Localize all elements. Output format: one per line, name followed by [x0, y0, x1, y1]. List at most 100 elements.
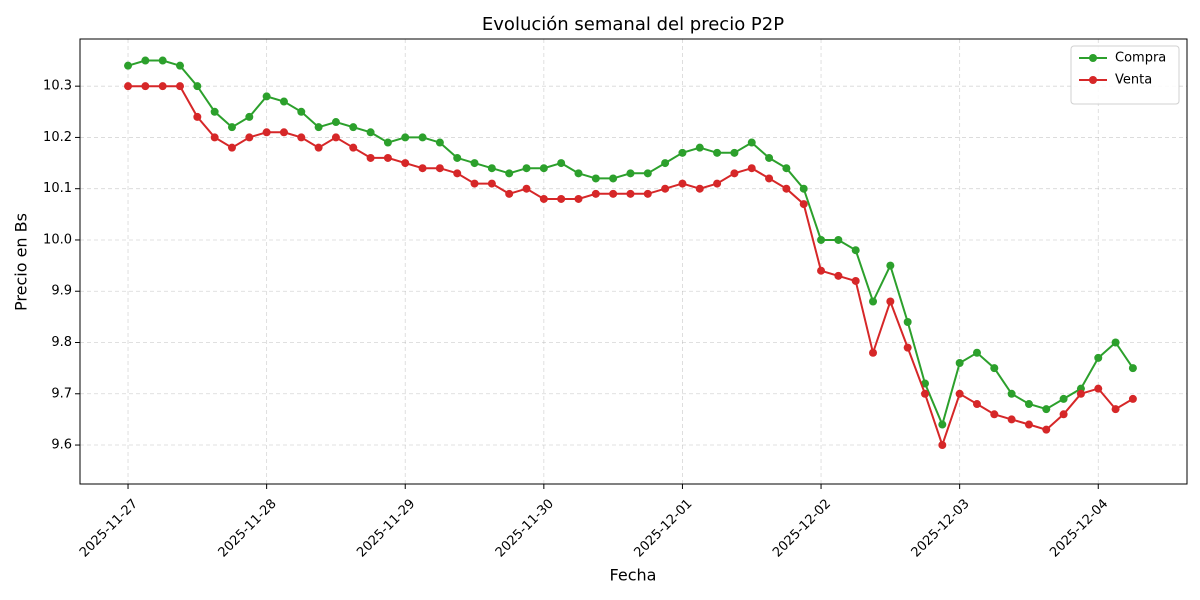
data-point	[470, 179, 479, 188]
data-point	[539, 194, 548, 203]
data-point	[817, 235, 826, 244]
data-point	[886, 297, 895, 306]
data-point	[1076, 389, 1085, 398]
data-point	[453, 153, 462, 162]
data-point	[834, 235, 843, 244]
data-point	[314, 123, 323, 132]
data-point	[921, 389, 930, 398]
data-point	[1111, 405, 1120, 414]
data-point	[418, 133, 427, 142]
y-tick-label: 10.0	[43, 232, 72, 247]
data-point	[730, 169, 739, 178]
x-tick-label: 2025-11-28	[216, 496, 280, 560]
data-point	[747, 164, 756, 173]
data-point	[158, 82, 167, 91]
data-point	[331, 133, 340, 142]
data-point	[176, 61, 185, 70]
data-point	[522, 164, 531, 173]
data-point	[557, 194, 566, 203]
x-tick-label: 2025-11-27	[77, 496, 141, 560]
data-point	[1128, 364, 1137, 373]
data-point	[817, 266, 826, 275]
data-point	[903, 317, 912, 326]
data-point	[245, 112, 254, 121]
data-point	[505, 169, 514, 178]
data-point	[487, 179, 496, 188]
data-point	[643, 189, 652, 198]
data-point	[297, 133, 306, 142]
data-point	[1059, 394, 1068, 403]
data-point	[609, 174, 618, 183]
x-tick-label: 2025-12-02	[770, 496, 834, 560]
data-point	[626, 189, 635, 198]
data-point	[972, 400, 981, 409]
data-point	[782, 164, 791, 173]
data-point	[1059, 410, 1068, 419]
data-point	[331, 118, 340, 127]
data-point	[383, 138, 392, 147]
data-point	[591, 174, 600, 183]
data-point	[1042, 425, 1051, 434]
data-point	[297, 107, 306, 116]
data-point	[903, 343, 912, 352]
y-tick-label: 10.3	[43, 79, 72, 94]
data-point	[210, 133, 219, 142]
data-point	[435, 164, 444, 173]
data-point	[869, 348, 878, 357]
data-point	[227, 123, 236, 132]
data-point	[210, 107, 219, 116]
data-point	[990, 364, 999, 373]
plot-frame	[79, 38, 1188, 485]
data-point	[279, 128, 288, 137]
data-point	[1094, 384, 1103, 393]
data-point	[1094, 353, 1103, 362]
data-point	[938, 420, 947, 429]
data-point	[990, 410, 999, 419]
data-point	[418, 164, 427, 173]
data-point	[435, 138, 444, 147]
data-point	[661, 159, 670, 168]
y-axis-label: Precio en Bs	[12, 213, 31, 311]
data-point	[193, 82, 202, 91]
data-point	[470, 159, 479, 168]
data-point	[176, 82, 185, 91]
data-point	[713, 148, 722, 157]
data-point	[1024, 400, 1033, 409]
data-point	[349, 143, 358, 152]
data-point	[782, 184, 791, 193]
series-line	[128, 85, 1134, 449]
x-tick-label: 2025-12-03	[909, 496, 973, 560]
data-point	[869, 297, 878, 306]
data-point	[955, 389, 964, 398]
legend-marker	[1089, 54, 1097, 62]
data-point	[730, 148, 739, 157]
data-point	[799, 184, 808, 193]
data-point	[487, 164, 496, 173]
data-point	[609, 189, 618, 198]
data-point	[713, 179, 722, 188]
x-tick-label: 2025-12-04	[1047, 496, 1111, 560]
y-tick-label: 9.9	[51, 284, 72, 299]
data-point	[314, 143, 323, 152]
y-tick-label: 10.2	[43, 130, 72, 145]
data-point	[366, 128, 375, 137]
data-point	[851, 276, 860, 285]
data-point	[383, 153, 392, 162]
data-point	[695, 143, 704, 152]
data-point	[124, 82, 133, 91]
y-tick-label: 9.6	[51, 438, 72, 453]
x-axis-label: Fecha	[610, 566, 657, 585]
data-point	[643, 169, 652, 178]
data-point	[678, 179, 687, 188]
data-point	[262, 92, 271, 101]
data-point	[851, 246, 860, 255]
data-point	[349, 123, 358, 132]
data-point	[279, 97, 288, 106]
x-tick-label: 2025-12-01	[631, 496, 695, 560]
y-tick-label: 9.8	[51, 335, 72, 350]
data-point	[401, 159, 410, 168]
data-point	[1042, 405, 1051, 414]
legend-label: Venta	[1115, 73, 1152, 88]
data-point	[193, 112, 202, 121]
data-point	[245, 133, 254, 142]
